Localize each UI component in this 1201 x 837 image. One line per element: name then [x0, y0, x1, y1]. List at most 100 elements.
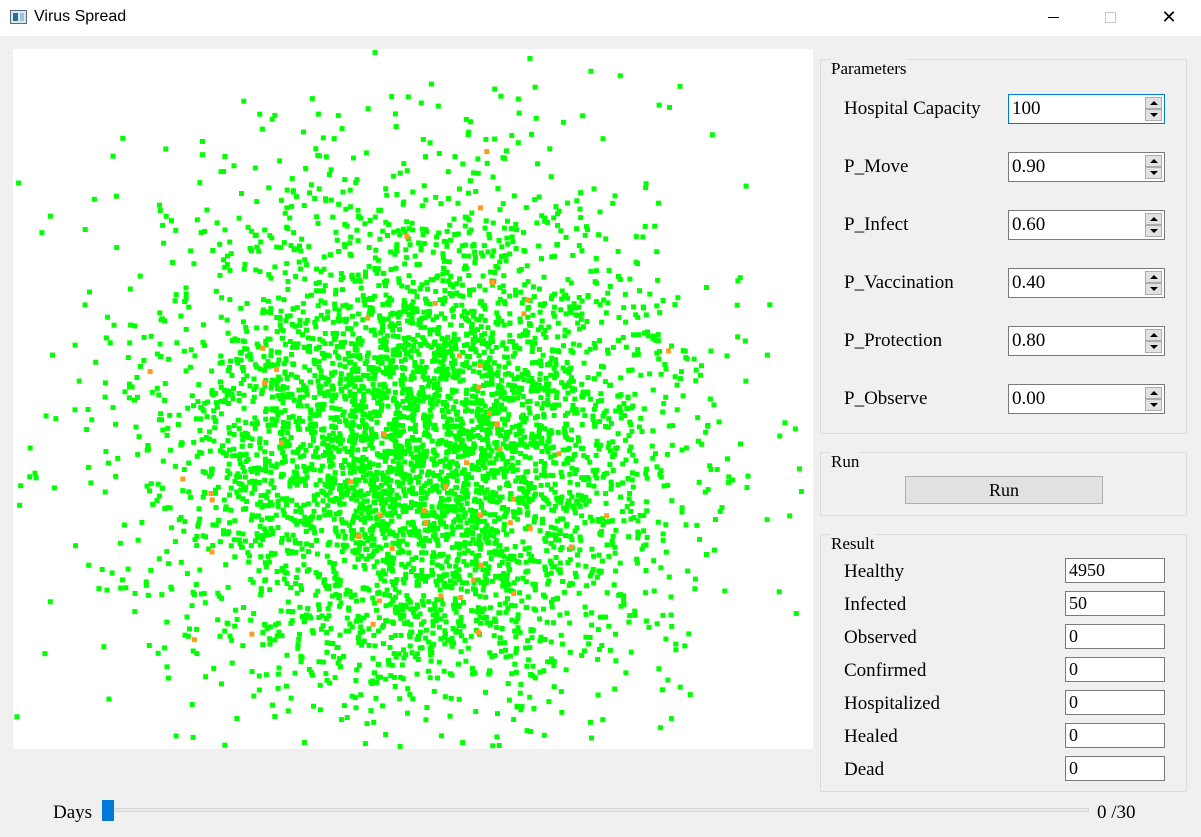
healthy-dot [259, 517, 265, 523]
close-button[interactable]: ✕ [1146, 0, 1192, 34]
spin-down-icon[interactable] [1145, 283, 1162, 295]
healthy-dot [302, 514, 308, 520]
p-move-spinbox[interactable]: 0.90 [1008, 152, 1165, 182]
healthy-dot [278, 308, 284, 314]
healthy-dot [548, 570, 554, 576]
healthy-dot [435, 441, 441, 447]
healthy-dot [413, 429, 418, 434]
infected-dot [355, 533, 361, 539]
infected-dot [421, 508, 427, 513]
healthy-dot [315, 303, 321, 309]
spin-down-icon[interactable] [1145, 399, 1162, 411]
healthy-dot [349, 693, 355, 699]
healthy-dot [593, 402, 599, 408]
hospital-capacity-spinbox[interactable]: 100 [1008, 94, 1165, 124]
healthy-dot [343, 628, 349, 634]
healthy-dot [509, 462, 515, 468]
healthy-dot [438, 597, 444, 603]
spin-up-icon[interactable] [1145, 155, 1162, 167]
healthy-dot [404, 168, 410, 174]
spin-down-icon[interactable] [1145, 341, 1162, 353]
healthy-dot [408, 426, 413, 432]
healthy-dot [408, 320, 414, 325]
healthy-dot [506, 581, 512, 587]
p-observe-spinbox[interactable]: 0.00 [1008, 384, 1165, 414]
healthy-dot [433, 194, 439, 200]
healthy-dot [415, 479, 421, 485]
healthy-dot [415, 614, 420, 620]
healthy-dot [241, 377, 247, 382]
spin-down-icon[interactable] [1145, 225, 1162, 237]
healthy-dot [349, 432, 355, 438]
healthy-dot [294, 590, 300, 596]
healthy-dot [367, 460, 372, 466]
healthy-dot [380, 271, 386, 277]
healthy-dot [398, 469, 404, 474]
app-icon [10, 10, 27, 24]
healthy-dot [552, 291, 558, 297]
healthy-dot [444, 559, 450, 565]
p-vaccination-spinbox[interactable]: 0.40 [1008, 268, 1165, 298]
healthy-dot [442, 298, 448, 303]
healthy-dot [450, 306, 456, 312]
healthy-field[interactable]: 4950 [1065, 558, 1165, 583]
maximize-button[interactable] [1087, 0, 1133, 34]
healthy-dot [502, 155, 507, 161]
healthy-dot [358, 468, 364, 474]
healthy-dot [560, 447, 566, 453]
healthy-dot [599, 528, 604, 534]
healthy-dot [307, 190, 312, 196]
healthy-dot [372, 355, 378, 361]
healthy-dot [399, 283, 405, 289]
p-infect-spinbox[interactable]: 0.60 [1008, 210, 1165, 240]
healthy-dot [630, 484, 636, 490]
spin-up-icon[interactable] [1145, 271, 1162, 283]
healthy-dot [289, 618, 295, 624]
healthy-dot [520, 419, 526, 425]
spin-up-icon[interactable] [1145, 387, 1162, 399]
spin-up-icon[interactable] [1145, 329, 1162, 341]
healthy-dot [656, 356, 662, 362]
healthy-dot [522, 434, 527, 440]
healthy-dot [453, 563, 459, 569]
healthy-dot [627, 276, 633, 282]
healthy-dot [530, 284, 536, 290]
p-protection-spinbox[interactable]: 0.80 [1008, 326, 1165, 356]
healthy-dot [382, 592, 388, 597]
healthy-dot [269, 407, 275, 413]
spin-down-icon[interactable] [1145, 109, 1162, 121]
healthy-dot [460, 362, 466, 367]
healthy-dot [403, 572, 409, 577]
healthy-dot [438, 359, 444, 365]
healthy-dot [215, 590, 221, 596]
healthy-dot [407, 479, 413, 485]
healthy-dot [356, 614, 361, 620]
healthy-dot [589, 610, 595, 616]
healthy-dot [380, 505, 386, 511]
healthy-dot [338, 441, 343, 447]
healthy-dot [657, 472, 663, 478]
healthy-dot [460, 740, 466, 746]
healthy-dot [340, 437, 345, 443]
spin-up-icon[interactable] [1145, 213, 1162, 225]
spin-up-icon[interactable] [1145, 97, 1162, 109]
healthy-dot [581, 477, 587, 483]
healthy-dot [468, 178, 473, 184]
healthy-dot [426, 414, 432, 420]
healthy-dot [262, 456, 268, 462]
healthy-dot [254, 341, 260, 347]
healthy-dot [644, 499, 649, 505]
healthy-dot [435, 526, 441, 532]
minimize-button[interactable] [1030, 0, 1076, 34]
healthy-dot [232, 518, 238, 524]
healthy-dot [633, 259, 639, 265]
healthy-dot [421, 458, 427, 464]
run-button[interactable]: Run [905, 476, 1103, 504]
healthy-dot [356, 547, 362, 553]
healthy-dot [285, 286, 291, 292]
healthy-dot [268, 306, 274, 312]
healthy-dot [603, 236, 609, 242]
spin-down-icon[interactable] [1145, 167, 1162, 179]
healthy-dot [581, 360, 587, 366]
healthy-dot [567, 471, 573, 477]
